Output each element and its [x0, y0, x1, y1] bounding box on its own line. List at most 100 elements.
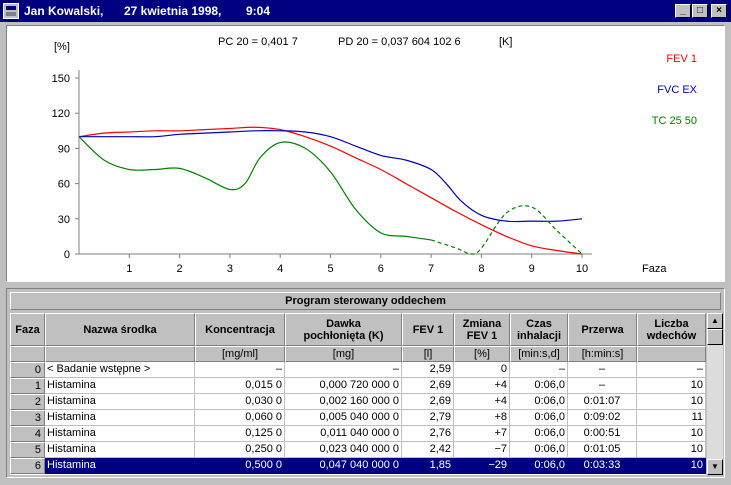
- cell-pause[interactable]: 0:03:33: [568, 458, 637, 474]
- column-unit-concentration: [mg/ml]: [195, 346, 285, 362]
- x-axis-label: Faza: [642, 263, 667, 275]
- cell-inhalation-time[interactable]: 0:06,0: [510, 394, 568, 410]
- cell-dose[interactable]: 0,023 040 000 0: [285, 442, 402, 458]
- cell-dose[interactable]: 0,047 040 000 0: [285, 458, 402, 474]
- dose-unit-label: [K]: [499, 36, 512, 48]
- cell-fev1[interactable]: 2,79: [402, 410, 454, 426]
- column-header-breath-count[interactable]: Liczba wdechów: [637, 313, 706, 346]
- cell-fev1-change[interactable]: +4: [454, 378, 510, 394]
- cell-concentration[interactable]: 0,015 0: [195, 378, 285, 394]
- cell-substance[interactable]: Histamina: [45, 426, 195, 442]
- cell-pause[interactable]: 0:01:05: [568, 442, 637, 458]
- cell-dose[interactable]: –: [285, 362, 402, 378]
- cell-concentration[interactable]: 0,250 0: [195, 442, 285, 458]
- cell-fev1[interactable]: 2,76: [402, 426, 454, 442]
- column-header-fev1[interactable]: FEV 1: [402, 313, 454, 346]
- cell-substance[interactable]: Histamina: [45, 410, 195, 426]
- cell-dose[interactable]: 0,000 720 000 0: [285, 378, 402, 394]
- column-header-inhalation-time[interactable]: Czas inhalacji: [510, 313, 568, 346]
- series-line-tc-25-50-extrapolated: [430, 205, 583, 255]
- cell-breath-count[interactable]: 10: [637, 378, 706, 394]
- table-panel: Program sterowany oddechem Faza Nazwa śro…: [6, 288, 725, 478]
- cell-fev1[interactable]: 2,69: [402, 378, 454, 394]
- scroll-up-arrow-icon[interactable]: ▲: [707, 313, 723, 329]
- cell-concentration[interactable]: 0,030 0: [195, 394, 285, 410]
- column-unit-inhalation-time: [min:s,d]: [510, 346, 568, 362]
- cell-breath-count[interactable]: 10: [637, 458, 706, 474]
- column-header-substance[interactable]: Nazwa środka: [45, 313, 195, 346]
- cell-inhalation-time[interactable]: 0:06,0: [510, 410, 568, 426]
- cell-phase[interactable]: 1: [10, 378, 45, 394]
- series-line-fev-1: [78, 126, 583, 255]
- cell-inhalation-time[interactable]: 0:06,0: [510, 426, 568, 442]
- cell-breath-count[interactable]: 10: [637, 442, 706, 458]
- cell-phase[interactable]: 2: [10, 394, 45, 410]
- cell-fev1-change[interactable]: +8: [454, 410, 510, 426]
- scroll-thumb[interactable]: [707, 329, 723, 345]
- cell-substance[interactable]: Histamina: [45, 458, 195, 474]
- chart-panel: PC 20 = 0,401 7 PD 20 = 0,037 604 102 6 [K…: [6, 25, 725, 282]
- x-tick-label: 4: [277, 263, 283, 275]
- app-icon[interactable]: [3, 3, 19, 19]
- cell-fev1[interactable]: 2,69: [402, 394, 454, 410]
- column-header-fev1-change[interactable]: Zmiana FEV 1: [454, 313, 510, 346]
- cell-pause[interactable]: –: [568, 378, 637, 394]
- cell-concentration[interactable]: 0,500 0: [195, 458, 285, 474]
- scroll-down-arrow-icon[interactable]: ▼: [707, 459, 723, 475]
- cell-pause[interactable]: 0:09:02: [568, 410, 637, 426]
- cell-substance[interactable]: Histamina: [45, 378, 195, 394]
- cell-inhalation-time[interactable]: 0:06,0: [510, 442, 568, 458]
- close-button[interactable]: ×: [711, 4, 727, 18]
- cell-fev1[interactable]: 1,85: [402, 458, 454, 474]
- cell-fev1-change[interactable]: 0: [454, 362, 510, 378]
- cell-substance[interactable]: < Badanie wstępne >: [45, 362, 195, 378]
- title-bar[interactable]: Jan Kowalski, 27 kwietnia 1998, 9:04 _ □…: [0, 0, 731, 22]
- cell-dose[interactable]: 0,002 160 000 0: [285, 394, 402, 410]
- cell-fev1-change[interactable]: +4: [454, 394, 510, 410]
- cell-phase[interactable]: 6: [10, 458, 45, 474]
- vertical-scrollbar[interactable]: ▲ ▼: [707, 313, 723, 475]
- maximize-button[interactable]: □: [692, 4, 708, 18]
- column-header-dose[interactable]: Dawka pochłonięta (K): [285, 313, 402, 346]
- column-unit-substance: [45, 346, 195, 362]
- cell-breath-count[interactable]: –: [637, 362, 706, 378]
- data-grid[interactable]: Faza Nazwa środka Koncentracja [mg/ml] Dawka…: [10, 313, 706, 475]
- cell-substance[interactable]: Histamina: [45, 442, 195, 458]
- x-tick-label: 5: [327, 263, 333, 275]
- cell-concentration[interactable]: –: [195, 362, 285, 378]
- column-unit-fev1: [l]: [402, 346, 454, 362]
- cell-inhalation-time[interactable]: 0:06,0: [510, 458, 568, 474]
- cell-pause[interactable]: –: [568, 362, 637, 378]
- cell-pause[interactable]: 0:00:51: [568, 426, 637, 442]
- column-unit-dose: [mg]: [285, 346, 402, 362]
- cell-phase[interactable]: 5: [10, 442, 45, 458]
- cell-fev1-change[interactable]: −7: [454, 442, 510, 458]
- cell-phase[interactable]: 4: [10, 426, 45, 442]
- patient-name: Jan Kowalski,: [24, 4, 104, 18]
- cell-dose[interactable]: 0,011 040 000 0: [285, 426, 402, 442]
- cell-inhalation-time[interactable]: –: [510, 362, 568, 378]
- cell-phase[interactable]: 3: [10, 410, 45, 426]
- cell-fev1-change[interactable]: −29: [454, 458, 510, 474]
- cell-inhalation-time[interactable]: 0:06,0: [510, 378, 568, 394]
- cell-fev1[interactable]: 2,42: [402, 442, 454, 458]
- cell-pause[interactable]: 0:01:07: [568, 394, 637, 410]
- cell-concentration[interactable]: 0,125 0: [195, 426, 285, 442]
- cell-breath-count[interactable]: 10: [637, 394, 706, 410]
- column-unit-fev1-change: [%]: [454, 346, 510, 362]
- cell-breath-count[interactable]: 10: [637, 426, 706, 442]
- column-header-phase[interactable]: Faza: [10, 313, 45, 346]
- cell-phase[interactable]: 0: [10, 362, 45, 378]
- cell-breath-count[interactable]: 11: [637, 410, 706, 426]
- cell-substance[interactable]: Histamina: [45, 394, 195, 410]
- cell-fev1[interactable]: 2,59: [402, 362, 454, 378]
- response-chart: PC 20 = 0,401 7 PD 20 = 0,037 604 102 6 [K…: [52, 36, 698, 275]
- legend-fev-1: FEV 1: [666, 53, 697, 65]
- column-header-pause[interactable]: Przerwa: [568, 313, 637, 346]
- minimize-button[interactable]: _: [675, 4, 691, 18]
- table-title: Program sterowany oddechem: [10, 292, 721, 310]
- cell-fev1-change[interactable]: +7: [454, 426, 510, 442]
- cell-concentration[interactable]: 0,060 0: [195, 410, 285, 426]
- cell-dose[interactable]: 0,005 040 000 0: [285, 410, 402, 426]
- column-header-concentration[interactable]: Koncentracja: [195, 313, 285, 346]
